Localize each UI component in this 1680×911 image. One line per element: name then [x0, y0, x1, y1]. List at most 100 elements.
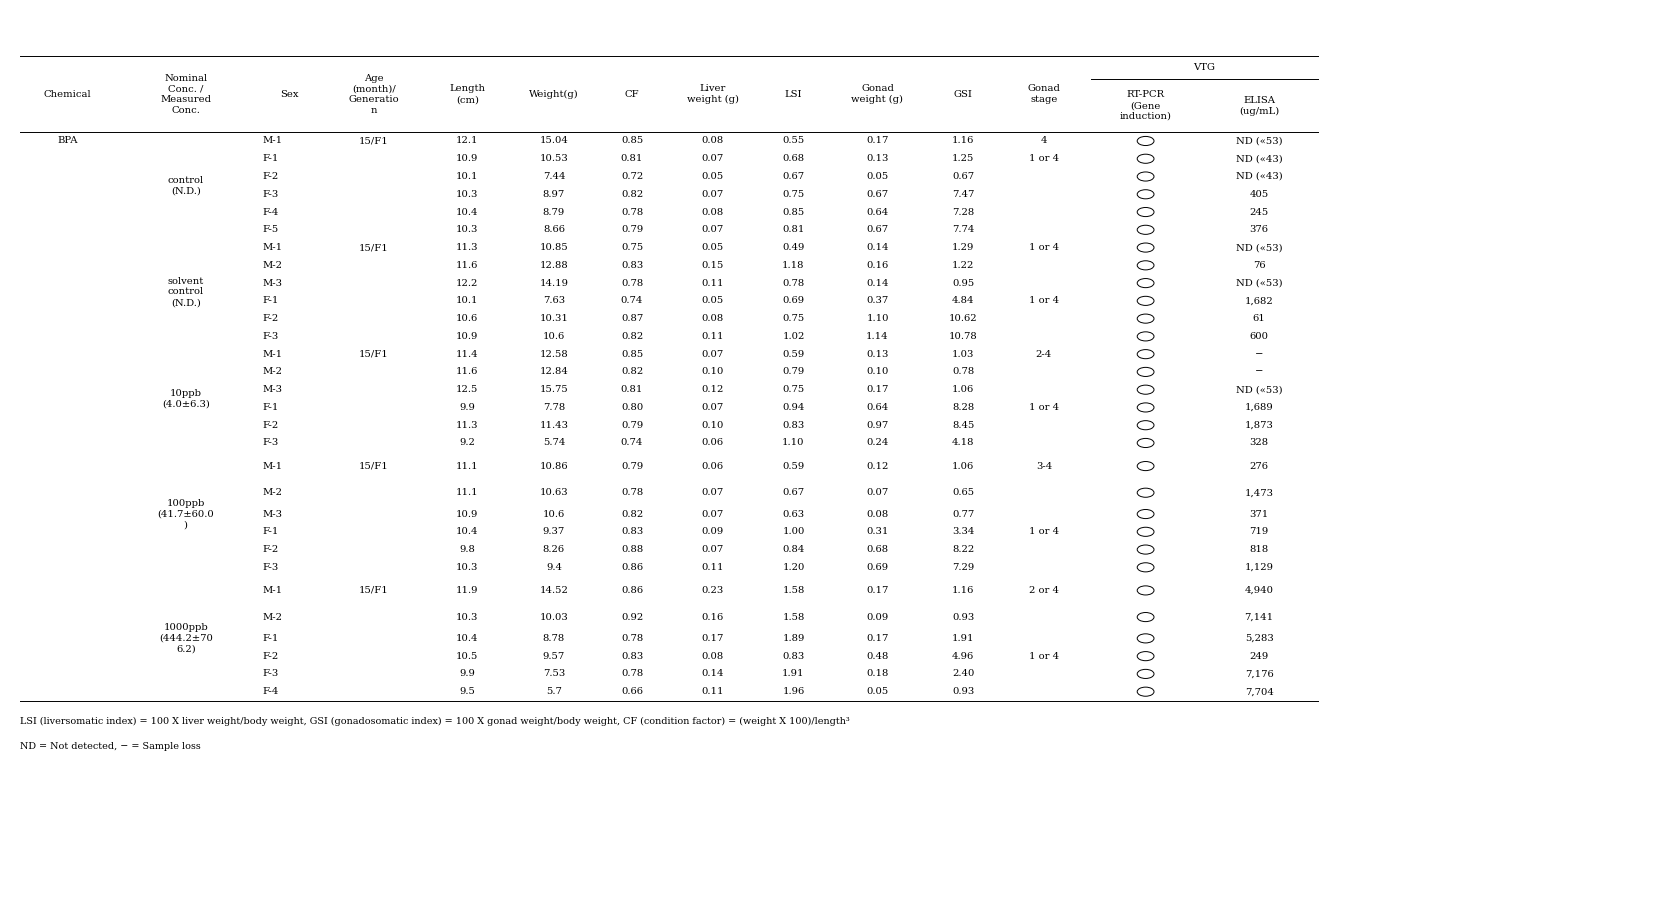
Text: ND («43): ND («43)	[1235, 172, 1282, 181]
Text: 1.18: 1.18	[781, 261, 805, 270]
Text: 0.82: 0.82	[620, 189, 643, 199]
Text: 0.31: 0.31	[865, 527, 889, 537]
Text: 7.28: 7.28	[951, 208, 974, 217]
Text: 0.18: 0.18	[865, 670, 889, 679]
Text: 12.1: 12.1	[455, 137, 479, 146]
Text: 10.3: 10.3	[455, 189, 479, 199]
Text: 12.58: 12.58	[539, 350, 568, 359]
Text: 1000ppb
(444.2±70
6.2): 1000ppb (444.2±70 6.2)	[158, 623, 213, 653]
Text: 0.17: 0.17	[865, 586, 889, 595]
Text: 15/F1: 15/F1	[360, 137, 388, 146]
Text: 0.09: 0.09	[701, 527, 724, 537]
Text: 0.08: 0.08	[701, 651, 724, 660]
Text: 0.83: 0.83	[620, 527, 643, 537]
Text: 0.12: 0.12	[865, 462, 889, 471]
Text: 1.16: 1.16	[951, 586, 974, 595]
Text: 0.14: 0.14	[865, 243, 889, 252]
Text: 0.95: 0.95	[951, 279, 974, 288]
Text: 0.79: 0.79	[620, 421, 643, 430]
Text: 1.20: 1.20	[781, 563, 805, 572]
Text: 0.23: 0.23	[701, 586, 724, 595]
Text: CF: CF	[625, 90, 638, 98]
Text: F-1: F-1	[262, 154, 279, 163]
Text: 0.06: 0.06	[701, 462, 724, 471]
Text: 9.57: 9.57	[543, 651, 564, 660]
Text: ND («53): ND («53)	[1235, 243, 1282, 252]
Text: 1.10: 1.10	[781, 438, 805, 447]
Text: M-2: M-2	[262, 367, 282, 376]
Text: M-3: M-3	[262, 509, 282, 518]
Text: 0.13: 0.13	[865, 154, 889, 163]
Text: 0.85: 0.85	[620, 137, 643, 146]
Text: 7.78: 7.78	[543, 403, 564, 412]
Text: 0.11: 0.11	[701, 563, 724, 572]
Text: 0.05: 0.05	[865, 687, 889, 696]
Text: 9.2: 9.2	[459, 438, 475, 447]
Text: 1.14: 1.14	[865, 332, 889, 341]
Text: 0.10: 0.10	[701, 421, 724, 430]
Text: 0.11: 0.11	[701, 687, 724, 696]
Text: 7.44: 7.44	[543, 172, 564, 181]
Text: 0.82: 0.82	[620, 332, 643, 341]
Text: −: −	[1255, 350, 1262, 359]
Text: 0.78: 0.78	[620, 670, 643, 679]
Text: 9.9: 9.9	[459, 670, 475, 679]
Text: 0.81: 0.81	[620, 385, 643, 394]
Text: 10.9: 10.9	[455, 332, 479, 341]
Text: 0.83: 0.83	[620, 651, 643, 660]
Text: Sex: Sex	[279, 90, 299, 98]
Text: ND = Not detected, − = Sample loss: ND = Not detected, − = Sample loss	[20, 742, 202, 752]
Text: 1.22: 1.22	[951, 261, 974, 270]
Text: 11.3: 11.3	[455, 243, 479, 252]
Text: 0.78: 0.78	[620, 279, 643, 288]
Text: 12.5: 12.5	[455, 385, 479, 394]
Text: 10.6: 10.6	[543, 509, 564, 518]
Text: F-1: F-1	[262, 403, 279, 412]
Text: 0.05: 0.05	[701, 172, 724, 181]
Text: 0.75: 0.75	[781, 189, 805, 199]
Text: solvent
control
(N.D.): solvent control (N.D.)	[168, 277, 203, 307]
Text: Age
(month)/
Generatio
n: Age (month)/ Generatio n	[348, 74, 400, 115]
Text: F-3: F-3	[262, 670, 279, 679]
Text: 0.94: 0.94	[781, 403, 805, 412]
Text: 5.74: 5.74	[543, 438, 564, 447]
Text: 0.07: 0.07	[701, 403, 724, 412]
Text: 0.08: 0.08	[865, 509, 889, 518]
Text: 0.07: 0.07	[701, 225, 724, 234]
Text: M-3: M-3	[262, 279, 282, 288]
Text: 0.68: 0.68	[781, 154, 805, 163]
Text: 0.83: 0.83	[781, 651, 805, 660]
Text: M-2: M-2	[262, 488, 282, 497]
Text: 0.12: 0.12	[701, 385, 724, 394]
Text: 10.4: 10.4	[455, 208, 479, 217]
Text: 0.97: 0.97	[865, 421, 889, 430]
Text: 1,873: 1,873	[1243, 421, 1273, 430]
Text: 1 or 4: 1 or 4	[1028, 651, 1058, 660]
Text: 0.79: 0.79	[781, 367, 805, 376]
Text: 11.1: 11.1	[455, 462, 479, 471]
Text: M-1: M-1	[262, 462, 282, 471]
Text: 11.6: 11.6	[455, 261, 479, 270]
Text: 1.06: 1.06	[951, 462, 974, 471]
Text: control
(N.D.): control (N.D.)	[168, 176, 203, 195]
Text: 371: 371	[1248, 509, 1268, 518]
Text: 0.07: 0.07	[865, 488, 889, 497]
Text: M-1: M-1	[262, 243, 282, 252]
Text: 0.82: 0.82	[620, 367, 643, 376]
Text: 1.25: 1.25	[951, 154, 974, 163]
Text: 4,940: 4,940	[1243, 586, 1273, 595]
Text: Gonad
stage: Gonad stage	[1026, 85, 1060, 104]
Text: 10.6: 10.6	[543, 332, 564, 341]
Text: 0.16: 0.16	[865, 261, 889, 270]
Text: M-2: M-2	[262, 612, 282, 621]
Text: 0.05: 0.05	[701, 243, 724, 252]
Text: 0.48: 0.48	[865, 651, 889, 660]
Text: 0.66: 0.66	[620, 687, 643, 696]
Text: 8.28: 8.28	[951, 403, 974, 412]
Text: F-4: F-4	[262, 208, 279, 217]
Text: 11.1: 11.1	[455, 488, 479, 497]
Text: 1.16: 1.16	[951, 137, 974, 146]
Text: 7.47: 7.47	[951, 189, 974, 199]
Text: 1.96: 1.96	[781, 687, 805, 696]
Text: 3.34: 3.34	[951, 527, 974, 537]
